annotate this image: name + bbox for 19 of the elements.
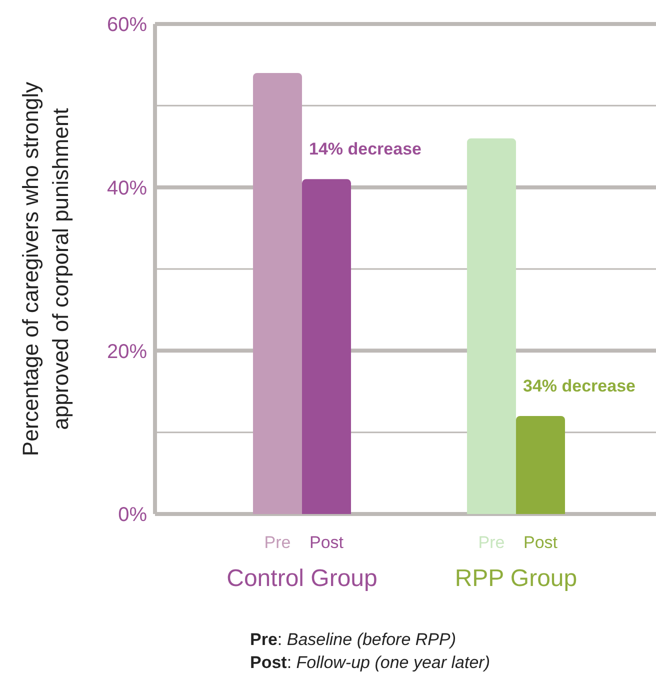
text: Pre: Baseline (before RPP) <box>250 629 458 651</box>
y-tick-label: 0% <box>118 504 148 526</box>
bar <box>467 138 516 514</box>
text: Pre <box>478 533 505 552</box>
x-tick-label: RPP Group <box>454 565 578 592</box>
y-tick-label: 40% <box>106 177 148 200</box>
y-tick-label: 20% <box>106 340 148 363</box>
bar <box>516 416 565 514</box>
text: Post: Follow-up (one year later) <box>250 652 491 673</box>
annotation: 34% decrease <box>523 376 636 396</box>
annotation: 14% decrease <box>309 140 422 159</box>
series-label: Pre <box>264 533 291 552</box>
y-tick-label: 60% <box>106 14 148 36</box>
text: Post <box>523 533 558 552</box>
series-label: Post <box>309 533 344 552</box>
y-axis-title: Percentage of caregivers who strongly approved of corporal punishment <box>18 82 73 456</box>
bar <box>302 179 351 514</box>
x-tick-label: Control Group <box>226 565 378 592</box>
bar <box>253 73 302 514</box>
